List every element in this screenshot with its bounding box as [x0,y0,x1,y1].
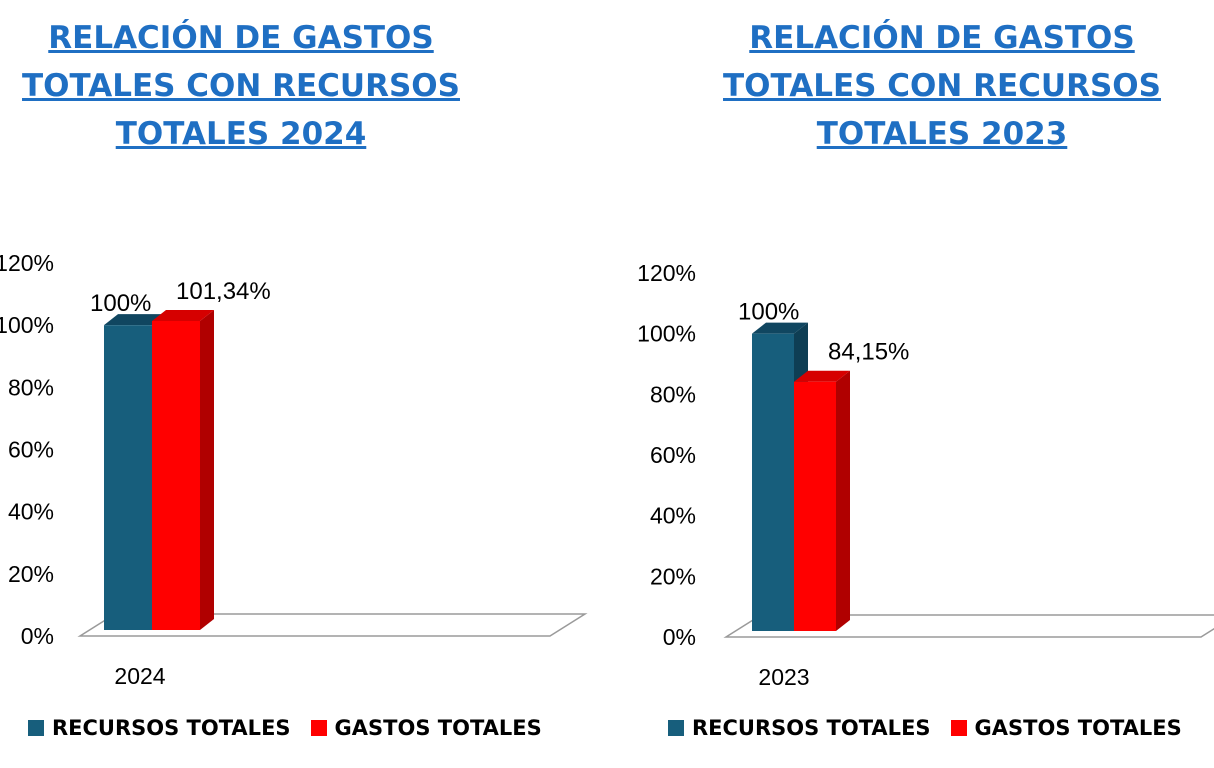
legend-label: RECURSOS TOTALES [52,716,291,740]
bar-gastos [794,381,836,631]
legend-swatch-recursos [668,720,684,736]
chart-title: RELACIÓN DE GASTOS TOTALES CON RECURSOS … [0,14,482,158]
y-tick-label: 100% [637,321,696,347]
bar-recursos [752,333,794,631]
data-label: 100% [738,299,799,326]
y-tick-label: 20% [8,561,54,587]
chart-title-line: RELACIÓN DE GASTOS [48,20,434,56]
chart-panel-2023: RELACIÓN DE GASTOS TOTALES CON RECURSOS … [614,0,1214,768]
y-tick-label: 0% [21,623,54,649]
chart-title-line: RELACIÓN DE GASTOS [749,20,1135,56]
bar-side [836,370,850,631]
data-label: 100% [90,290,151,317]
y-tick-label: 80% [650,381,696,407]
bar-top [104,314,166,326]
legend-item-gastos: GASTOS TOTALES [950,716,1182,740]
data-label: 101,34% [176,278,271,305]
bar-side [200,310,214,630]
legend-label: RECURSOS TOTALES [692,716,931,740]
chart-title-line: TOTALES 2024 [115,116,367,152]
legend-swatch-recursos [28,720,44,736]
legend-label: GASTOS TOTALES [974,716,1182,740]
y-tick-label: 60% [8,437,54,463]
y-tick-label: 100% [0,312,54,338]
y-tick-label: 120% [0,250,54,276]
y-tick-label: 40% [650,503,696,529]
chart-title: RELACIÓN DE GASTOS TOTALES CON RECURSOS … [614,14,1214,158]
x-tick-label: 2023 [758,664,809,690]
x-tick-label: 2024 [114,663,165,689]
bar-top [794,370,850,382]
legend: RECURSOS TOTALES GASTOS TOTALES [668,716,1202,740]
legend-swatch-gastos [950,720,967,736]
chart-panel-2024: RELACIÓN DE GASTOS TOTALES CON RECURSOS … [0,0,600,768]
chart-title-line: TOTALES CON RECURSOS [723,68,1161,104]
legend-item-recursos: RECURSOS TOTALES [668,716,931,740]
bar-top [752,322,808,334]
legend: RECURSOS TOTALES GASTOS TOTALES [28,716,562,740]
y-tick-label: 120% [637,260,696,286]
data-label: 84,15% [828,339,909,366]
bar-gastos [152,321,200,630]
bar-recursos [104,325,152,630]
legend-item-recursos: RECURSOS TOTALES [28,716,291,740]
y-tick-label: 0% [663,624,696,650]
bar-chart-2024: 0% 20% 40% 60% 80% 100% 120% 100% 101,34% 2024 [0,250,588,689]
chart-title-line: TOTALES CON RECURSOS [22,68,460,104]
chart-title-line: TOTALES 2023 [816,116,1068,152]
bar-chart-2023: 0% 20% 40% 60% 80% 100% 120% 100% 84,15% 2023 [637,260,1214,690]
legend-label: GASTOS TOTALES [334,716,542,740]
legend-item-gastos: GASTOS TOTALES [310,716,542,740]
legend-swatch-gastos [310,720,327,736]
y-tick-label: 60% [650,442,696,468]
bar-top [152,310,214,322]
y-tick-label: 40% [8,499,54,525]
y-tick-label: 20% [650,563,696,589]
y-tick-label: 80% [8,374,54,400]
